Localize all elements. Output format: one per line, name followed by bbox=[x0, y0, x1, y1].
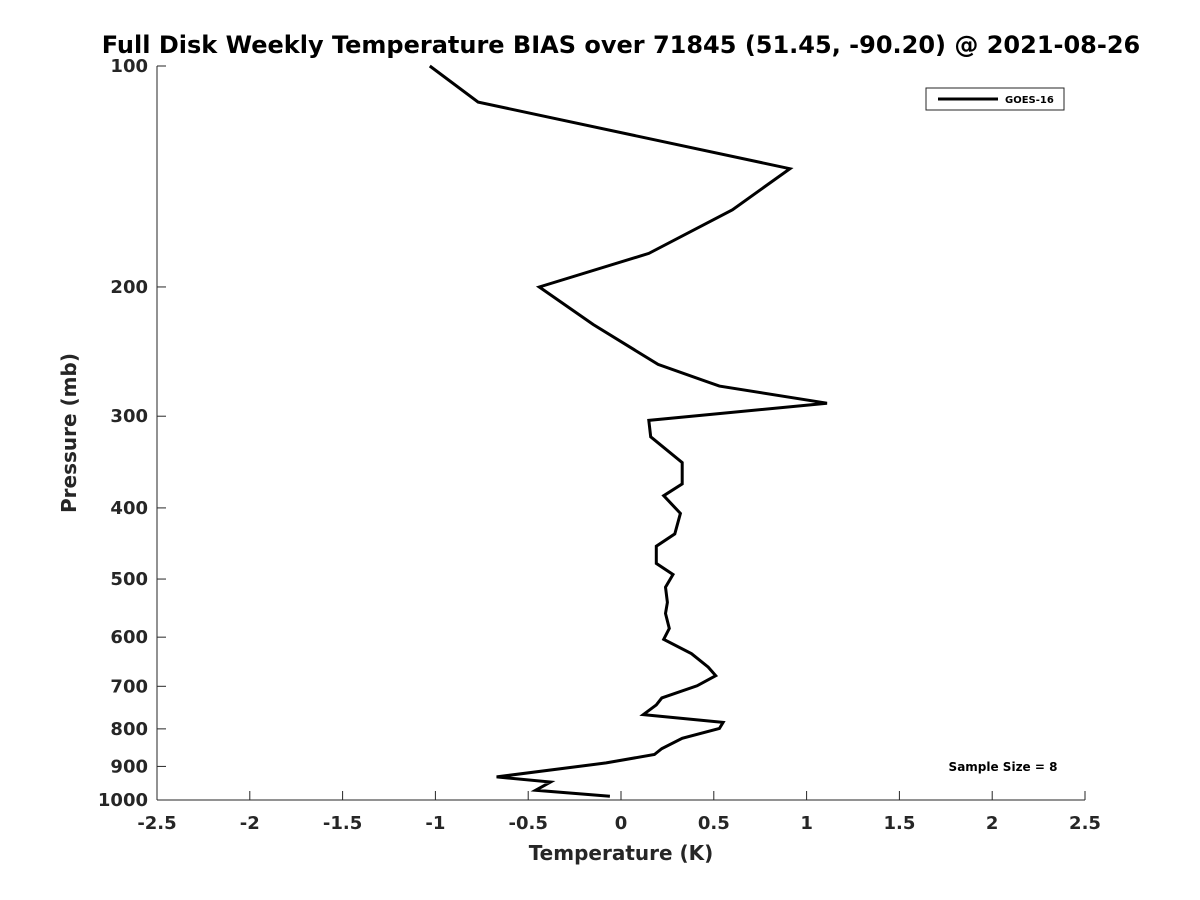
x-tick-label: -2.5 bbox=[137, 813, 176, 834]
x-tick-label: -1.5 bbox=[323, 813, 362, 834]
series-line-goes-16 bbox=[428, 64, 828, 798]
legend: GOES-16 bbox=[925, 87, 1065, 111]
x-tick-label: 0 bbox=[615, 813, 628, 834]
x-tick-label: -1 bbox=[425, 813, 445, 834]
y-axis-label: Pressure (mb) bbox=[57, 353, 81, 513]
y-ticks: 100 200 300 400 500 600 700 800 900 1000 bbox=[98, 56, 166, 811]
y-tick-label: 500 bbox=[110, 569, 148, 590]
x-axis-label: Temperature (K) bbox=[529, 841, 714, 865]
y-tick-label: 200 bbox=[110, 277, 148, 298]
y-tick-label: 900 bbox=[110, 756, 148, 777]
plot-axes bbox=[156, 66, 1085, 801]
sample-size-annotation: Sample Size = 8 bbox=[949, 760, 1058, 774]
y-tick-label: 700 bbox=[110, 676, 148, 697]
y-tick-label: 1000 bbox=[98, 790, 148, 811]
x-ticks: -2.5 -2 -1.5 -1 -0.5 0 0.5 1 1.5 2 2.5 bbox=[137, 791, 1101, 834]
x-tick-label: 1 bbox=[800, 813, 813, 834]
y-tick-label: 400 bbox=[110, 498, 148, 519]
legend-label: GOES-16 bbox=[1005, 95, 1054, 106]
x-tick-label: 2 bbox=[986, 813, 999, 834]
x-tick-label: 0.5 bbox=[698, 813, 730, 834]
y-tick-label: 300 bbox=[110, 406, 148, 427]
x-tick-label: -0.5 bbox=[509, 813, 548, 834]
chart-title: Full Disk Weekly Temperature BIAS over 7… bbox=[102, 31, 1141, 59]
y-tick-label: 800 bbox=[110, 719, 148, 740]
x-tick-label: 1.5 bbox=[883, 813, 915, 834]
y-tick-label: 100 bbox=[110, 56, 148, 77]
y-tick-label: 600 bbox=[110, 627, 148, 648]
x-tick-label: -2 bbox=[240, 813, 260, 834]
x-tick-label: 2.5 bbox=[1069, 813, 1101, 834]
